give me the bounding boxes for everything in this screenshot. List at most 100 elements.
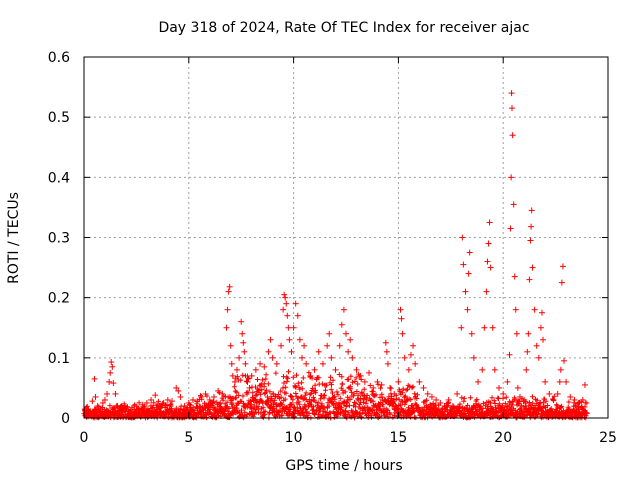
data-point [459, 234, 466, 241]
data-point [533, 342, 540, 349]
data-point [156, 402, 163, 409]
data-point [173, 384, 180, 391]
data-point [521, 396, 528, 403]
data-point [508, 90, 515, 97]
data-point [384, 360, 391, 367]
y-tick-label: 0.2 [48, 291, 70, 307]
data-point [464, 306, 471, 313]
data-point [340, 306, 347, 313]
y-tick-label: 0.5 [48, 110, 70, 126]
data-point [326, 330, 333, 337]
data-point [579, 396, 586, 403]
data-point [122, 405, 129, 412]
data-point [405, 366, 412, 373]
data-point [523, 366, 530, 373]
data-point [104, 390, 111, 397]
data-point [361, 378, 368, 385]
data-point [516, 393, 523, 400]
data-point [301, 342, 308, 349]
data-point [143, 399, 150, 406]
axis-ticks: 0 5 10 15 20 25 0 0.1 0.2 0.3 0.4 0.5 0.6 [48, 50, 617, 446]
data-point [387, 384, 394, 391]
data-point [395, 378, 402, 385]
data-point [500, 390, 507, 397]
data-point [282, 294, 289, 301]
data-point [236, 354, 243, 361]
data-point [225, 288, 232, 295]
data-point [87, 408, 94, 415]
data-point [152, 392, 159, 399]
y-tick-label: 0.6 [48, 50, 70, 66]
data-point [231, 378, 238, 385]
data-point [234, 366, 241, 373]
data-point [240, 339, 247, 346]
chart-title: Day 318 of 2024, Rate Of TEC Index for r… [158, 20, 529, 36]
data-point [285, 324, 292, 331]
data-point [294, 312, 301, 319]
data-point [558, 279, 565, 286]
data-point [286, 336, 293, 343]
data-point [528, 207, 535, 214]
y-tick-label: 0 [61, 411, 70, 427]
data-point [223, 324, 230, 331]
data-point [550, 396, 557, 403]
data-point [410, 342, 417, 349]
data-point [398, 315, 405, 322]
data-point [118, 407, 125, 414]
data-point [508, 174, 515, 181]
data-point [244, 378, 251, 385]
data-point [160, 399, 167, 406]
data-point [481, 324, 488, 331]
data-point [428, 393, 435, 400]
x-axis-label: GPS time / hours [285, 458, 402, 474]
data-point [483, 288, 490, 295]
data-point [198, 393, 205, 400]
data-point [206, 396, 213, 403]
y-tick-label: 0.3 [48, 231, 70, 247]
data-point [528, 223, 535, 230]
data-point [338, 321, 345, 328]
data-point [283, 300, 290, 307]
data-point [491, 366, 498, 373]
data-point [194, 398, 201, 405]
data-point [332, 366, 339, 373]
data-point [185, 399, 192, 406]
data-point [239, 330, 246, 337]
data-point [424, 390, 431, 397]
x-tick-label: 25 [599, 430, 617, 446]
data-point [401, 354, 408, 361]
data-point [370, 384, 377, 391]
data-point [189, 396, 196, 403]
data-point [284, 312, 291, 319]
data-point [224, 306, 231, 313]
data-point [445, 396, 452, 403]
data-point [540, 336, 547, 343]
data-point [169, 398, 176, 405]
data-point [219, 390, 226, 397]
data-point [110, 380, 117, 387]
data-point [486, 219, 493, 226]
data-point [509, 105, 516, 112]
data-point [246, 384, 253, 391]
data-point [433, 396, 440, 403]
data-point [479, 366, 486, 373]
data-point [546, 390, 553, 397]
data-point [278, 342, 285, 349]
x-tick-label: 20 [494, 430, 512, 446]
data-point [303, 360, 310, 367]
data-point [241, 348, 248, 355]
data-point [485, 240, 492, 247]
data-point [391, 390, 398, 397]
data-point [535, 354, 542, 361]
data-point [345, 348, 352, 355]
data-point [504, 378, 511, 385]
data-point [280, 306, 287, 313]
data-point [252, 366, 259, 373]
data-point [383, 348, 390, 355]
data-point [139, 401, 146, 408]
data-point [336, 342, 343, 349]
data-point [311, 366, 318, 373]
data-point [510, 201, 517, 208]
data-point [559, 263, 566, 270]
